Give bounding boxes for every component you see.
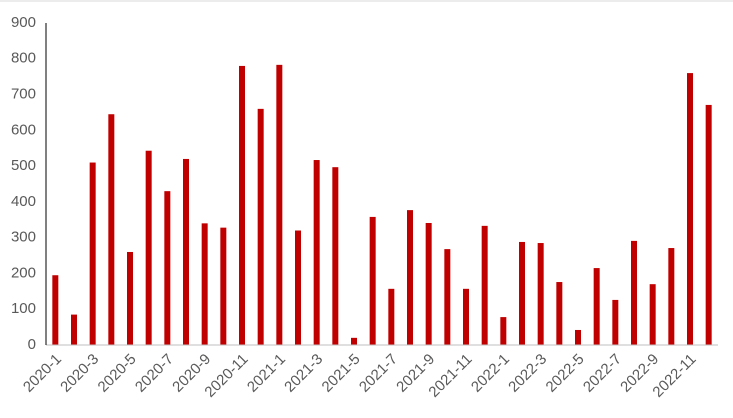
- x-tick-label: 2021-3: [281, 351, 326, 396]
- bar: [52, 275, 59, 345]
- bar: [369, 216, 376, 345]
- y-tick-label: 100: [11, 300, 36, 317]
- bar: [705, 104, 712, 345]
- bar: [537, 243, 544, 345]
- x-tick-label: 2021-5: [319, 351, 364, 396]
- bar: [201, 223, 208, 345]
- bar: [500, 317, 507, 345]
- bar: [687, 73, 693, 345]
- bar: [351, 337, 357, 345]
- bar: [481, 225, 488, 345]
- y-tick-label: 900: [11, 14, 36, 31]
- bar: [519, 241, 525, 345]
- bar: [71, 314, 77, 345]
- bar: [145, 150, 152, 345]
- y-tick-label: 800: [11, 50, 36, 67]
- y-tick-label: 500: [11, 157, 36, 174]
- bar: [183, 158, 189, 345]
- bar: [108, 114, 115, 345]
- bar: [313, 160, 320, 345]
- y-tick-label: 700: [11, 86, 36, 103]
- bar: [332, 167, 339, 345]
- x-tick-label: 2022-5: [543, 351, 588, 396]
- y-tick-label: 0: [28, 336, 36, 353]
- bar: [668, 248, 675, 345]
- x-tick-label: 2020-5: [95, 351, 140, 396]
- bar: [89, 162, 96, 345]
- bar: [388, 288, 395, 345]
- x-tick-label: 2021-7: [356, 351, 401, 396]
- bar: [612, 299, 619, 345]
- y-tick-label: 400: [11, 193, 36, 210]
- bar: [631, 240, 637, 345]
- x-tick-label: 2021-1: [244, 351, 289, 396]
- bar: [575, 329, 581, 345]
- bar: [127, 251, 133, 345]
- x-tick-label: 2020-7: [132, 351, 177, 396]
- x-tick-label: 2022-7: [580, 351, 625, 396]
- bar: [220, 227, 227, 345]
- y-tick-label: 200: [11, 264, 36, 281]
- bar: [407, 210, 413, 345]
- bar: [649, 284, 656, 345]
- x-tick-label: 2022-1: [468, 351, 513, 396]
- bar: [239, 65, 245, 345]
- x-tick-label: 2020-3: [57, 351, 102, 396]
- bar: [425, 222, 432, 345]
- bar: [295, 230, 301, 345]
- x-tick-label: 2022-3: [505, 351, 550, 396]
- bar: [444, 249, 451, 345]
- bar: [556, 282, 563, 345]
- bar: [257, 108, 264, 345]
- y-tick-label: 600: [11, 121, 36, 138]
- x-tick-label: 2020-1: [20, 351, 65, 396]
- bar: [463, 288, 469, 345]
- bar: [593, 268, 600, 345]
- y-tick-label: 300: [11, 229, 36, 246]
- bar: [276, 64, 283, 346]
- bar: [164, 191, 171, 345]
